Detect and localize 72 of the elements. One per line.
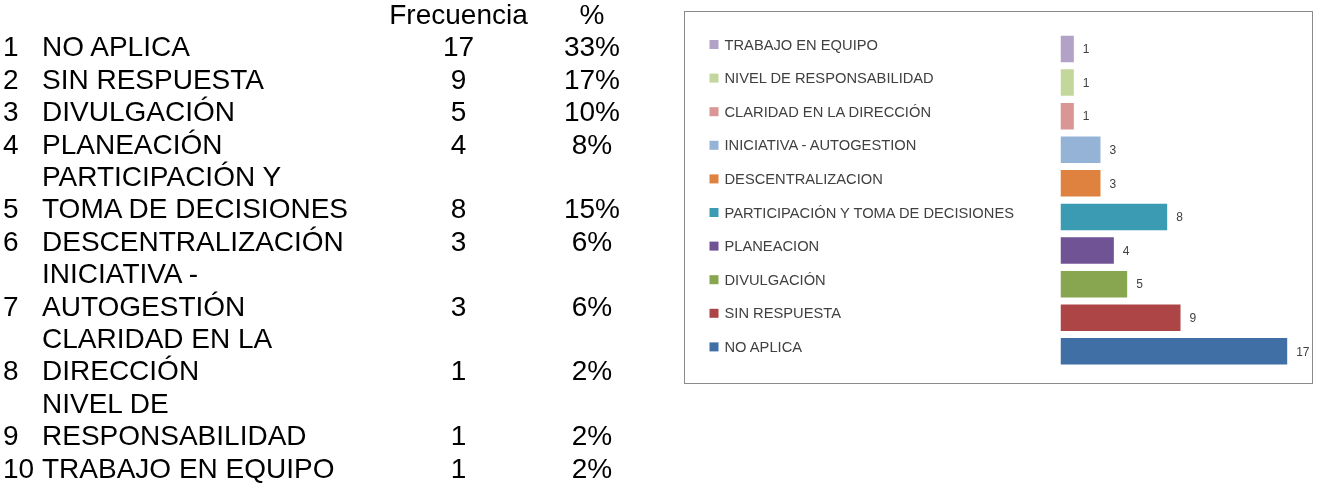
y-tick-label: CLARIDAD EN LA DIRECCIÓN xyxy=(724,103,931,120)
category-label: PLANEACIÓN xyxy=(42,128,223,160)
category-label: TRABAJO EN EQUIPO xyxy=(42,452,335,484)
category-label: 5 xyxy=(450,96,467,128)
category-label: NIVEL DE RESPONSABILIDAD xyxy=(42,387,307,452)
text: 6% xyxy=(571,290,613,322)
data-label: 1 xyxy=(1082,109,1090,124)
category-label: DESCENTRALIZACIÓN xyxy=(42,225,344,257)
text: 2% xyxy=(571,355,613,387)
bar xyxy=(1060,304,1181,331)
text: 2% xyxy=(571,420,613,452)
bar xyxy=(1060,237,1114,264)
bar xyxy=(1060,69,1074,96)
data-label: 17 xyxy=(1296,344,1310,359)
text: 17% xyxy=(563,63,621,95)
text: 17 xyxy=(442,31,475,63)
data-label: 4 xyxy=(1122,243,1130,258)
data-label: 8 xyxy=(1176,210,1184,225)
y-tick-label: DESCENTRALIZACION xyxy=(724,170,883,187)
text: 8 xyxy=(3,355,19,387)
bar xyxy=(1060,203,1168,231)
category-label: NO APLICA xyxy=(42,31,190,63)
text: 1 xyxy=(450,420,467,452)
text: 15% xyxy=(563,193,621,225)
bar xyxy=(1060,170,1101,197)
category-label: 6 xyxy=(3,225,19,257)
text: 8% xyxy=(571,128,613,160)
bar xyxy=(1060,136,1101,163)
text: 3 xyxy=(450,225,467,257)
category-label: SIN RESPUESTA xyxy=(42,63,264,95)
category-label: 7 xyxy=(3,290,19,322)
text: 10% xyxy=(563,96,621,128)
category-label: CLARIDAD EN LA DIRECCIÓN xyxy=(42,323,271,387)
text: 2% xyxy=(571,452,613,484)
category-label: % xyxy=(579,0,605,30)
y-tick-label: SIN RESPUESTA xyxy=(724,305,842,322)
data-label: 3 xyxy=(1109,176,1117,191)
y-tick-label: NO APLICA xyxy=(724,338,803,355)
category-label: 4 xyxy=(3,128,19,160)
y-tick-label: NIVEL DE RESPONSABILIDAD xyxy=(724,70,934,87)
y-tick-label: PARTICIPACIÓN Y TOMA DE DECISIONES xyxy=(724,204,1015,221)
text: 3 xyxy=(450,290,467,322)
bar xyxy=(1060,270,1128,298)
category-label: 3 xyxy=(3,96,19,128)
category-label: DIVULGACIÓN xyxy=(42,96,235,128)
data-label: 1 xyxy=(1082,75,1090,90)
y-tick-label: DIVULGACIÓN xyxy=(724,271,826,288)
category-label: 8 xyxy=(450,193,467,225)
category-label: PARTICIPACIÓN Y TOMA DE DECISIONES xyxy=(42,161,348,225)
y-tick-label: PLANEACION xyxy=(724,238,820,255)
data-label: 9 xyxy=(1189,311,1197,326)
category-label: 1 xyxy=(3,31,19,63)
bar xyxy=(1060,35,1074,63)
text: 6% xyxy=(571,225,613,257)
text: 1 xyxy=(450,355,467,387)
text: 9 xyxy=(3,420,19,452)
category-label: INICIATIVA - AUTOGESTIÓN xyxy=(42,258,246,322)
text: 33% xyxy=(563,31,621,63)
text: 1 xyxy=(450,452,467,484)
data-label: 1 xyxy=(1082,42,1090,57)
bar xyxy=(1060,338,1288,365)
data-label: 3 xyxy=(1109,143,1117,158)
text: 5 xyxy=(3,193,19,225)
category-label: 2 xyxy=(3,63,19,95)
category-label: Frecuencia xyxy=(389,0,528,30)
text: 4 xyxy=(450,128,467,160)
bar xyxy=(1060,102,1074,130)
data-label: 5 xyxy=(1136,277,1144,292)
y-tick-label: TRABAJO EN EQUIPO xyxy=(724,36,878,53)
category-label: 10 xyxy=(3,452,35,484)
y-tick-label: INICIATIVA - AUTOGESTION xyxy=(724,137,917,154)
category-label: 9 xyxy=(450,63,467,95)
